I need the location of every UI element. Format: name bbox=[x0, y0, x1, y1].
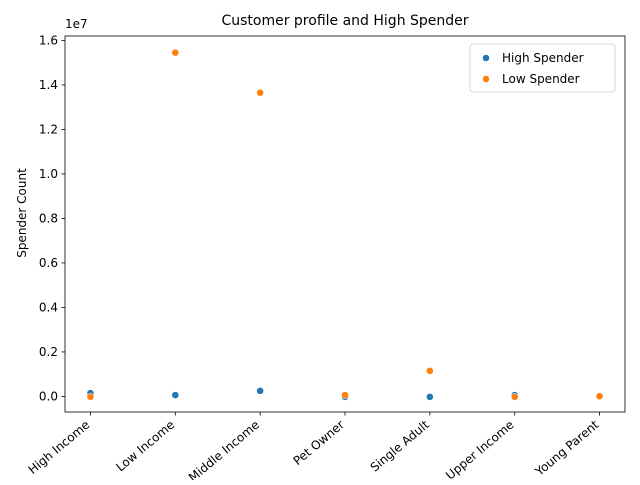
y-tick-label: 0.0 bbox=[39, 389, 58, 403]
y-tick-label: 0.2 bbox=[39, 345, 58, 359]
chart-title: Customer profile and High Spender bbox=[221, 13, 468, 29]
point-low-spender bbox=[171, 48, 180, 57]
legend-label-low-spender: Low Spender bbox=[502, 72, 580, 86]
x-tick-label: Young Parent bbox=[532, 417, 602, 479]
x-tick-label: Upper Income bbox=[443, 418, 517, 480]
point-low-spender bbox=[256, 88, 264, 97]
y-tick-label: 0.4 bbox=[39, 300, 58, 314]
point-low-spender bbox=[595, 392, 604, 400]
x-tick-label: High Income bbox=[25, 418, 92, 477]
point-low-spender bbox=[86, 393, 95, 401]
point-high-spender bbox=[256, 387, 264, 395]
point-low-spender bbox=[426, 367, 434, 375]
legend-label-high-spender: High Spender bbox=[502, 51, 584, 65]
y-tick-label: 1.0 bbox=[39, 167, 58, 181]
legend-box bbox=[469, 43, 616, 93]
point-high-spender bbox=[171, 391, 180, 399]
legend-marker-high-spender bbox=[482, 54, 490, 62]
y-tick-label: 1.4 bbox=[39, 78, 58, 92]
y-tick-label: 1.6 bbox=[39, 33, 58, 47]
point-low-spender bbox=[510, 393, 519, 401]
x-tick-label: Middle Income bbox=[186, 418, 262, 480]
y-tick-label: 0.8 bbox=[39, 211, 58, 225]
point-high-spender bbox=[426, 393, 434, 401]
y-tick-label: 1.2 bbox=[39, 122, 58, 136]
x-tick-label: Pet Owner bbox=[291, 418, 347, 469]
y-tick-label: 0.6 bbox=[39, 256, 58, 270]
y-axis-title: Spender Count bbox=[15, 168, 29, 258]
point-low-spender bbox=[341, 391, 349, 399]
plot-area: 0.0 0.2 0.4 0.6 0.8 1.0 1.2 1.4 1.6 High Income Lo… bbox=[25, 33, 626, 485]
x-tick-label: Single Adult bbox=[368, 417, 432, 474]
x-tick-label: Low Income bbox=[113, 418, 177, 475]
legend-marker-low-spender bbox=[482, 75, 490, 83]
plot-frame bbox=[64, 35, 626, 413]
y-axis-offset-label: 1e7 bbox=[65, 17, 88, 31]
